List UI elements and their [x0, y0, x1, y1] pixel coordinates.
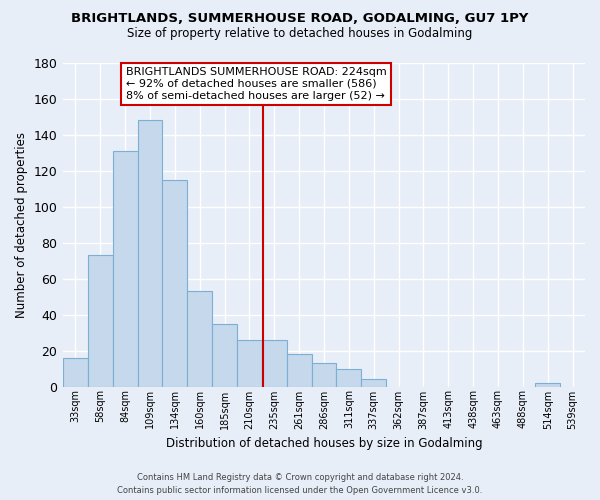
Bar — [137, 120, 163, 386]
Text: Size of property relative to detached houses in Godalming: Size of property relative to detached ho… — [127, 28, 473, 40]
Text: BRIGHTLANDS SUMMERHOUSE ROAD: 224sqm
← 92% of detached houses are smaller (586)
: BRIGHTLANDS SUMMERHOUSE ROAD: 224sqm ← 9… — [125, 68, 386, 100]
Bar — [187, 291, 212, 386]
Bar — [262, 340, 287, 386]
Bar — [535, 383, 560, 386]
Bar — [311, 363, 337, 386]
Bar — [113, 150, 137, 386]
Bar — [63, 358, 88, 386]
Bar — [337, 368, 361, 386]
Text: BRIGHTLANDS, SUMMERHOUSE ROAD, GODALMING, GU7 1PY: BRIGHTLANDS, SUMMERHOUSE ROAD, GODALMING… — [71, 12, 529, 26]
Bar — [212, 324, 237, 386]
Y-axis label: Number of detached properties: Number of detached properties — [15, 132, 28, 318]
Bar — [361, 380, 386, 386]
Bar — [287, 354, 311, 386]
Bar — [237, 340, 262, 386]
Bar — [88, 255, 113, 386]
X-axis label: Distribution of detached houses by size in Godalming: Distribution of detached houses by size … — [166, 437, 482, 450]
Text: Contains HM Land Registry data © Crown copyright and database right 2024.
Contai: Contains HM Land Registry data © Crown c… — [118, 473, 482, 495]
Bar — [163, 180, 187, 386]
